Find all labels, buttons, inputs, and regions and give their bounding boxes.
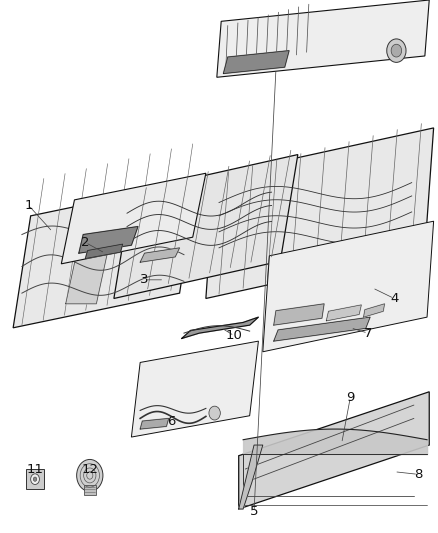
Polygon shape: [223, 51, 289, 74]
Polygon shape: [326, 305, 361, 321]
Text: 7: 7: [364, 327, 372, 340]
Text: 11: 11: [27, 463, 43, 475]
Text: 2: 2: [81, 236, 90, 249]
Bar: [26, 469, 44, 489]
Circle shape: [209, 406, 220, 420]
Text: 4: 4: [390, 292, 399, 305]
Polygon shape: [217, 0, 429, 77]
Circle shape: [31, 474, 39, 484]
Polygon shape: [61, 173, 206, 264]
Text: 5: 5: [250, 505, 258, 518]
Text: 12: 12: [81, 463, 98, 475]
Polygon shape: [239, 445, 263, 509]
Polygon shape: [263, 221, 434, 352]
Polygon shape: [85, 244, 123, 259]
Text: 10: 10: [226, 329, 243, 342]
Text: 3: 3: [140, 273, 149, 286]
Text: 9: 9: [346, 391, 355, 403]
Polygon shape: [274, 317, 370, 341]
Circle shape: [391, 44, 402, 57]
Polygon shape: [364, 304, 385, 317]
Circle shape: [77, 459, 103, 491]
Polygon shape: [66, 203, 118, 304]
Polygon shape: [114, 155, 298, 298]
Polygon shape: [140, 418, 169, 429]
Bar: [84, 485, 96, 495]
Text: 6: 6: [166, 415, 175, 427]
Polygon shape: [140, 248, 180, 262]
Polygon shape: [239, 392, 429, 509]
Polygon shape: [182, 317, 258, 338]
Polygon shape: [206, 128, 434, 298]
Polygon shape: [131, 341, 258, 437]
Circle shape: [33, 477, 37, 481]
Circle shape: [387, 39, 406, 62]
Polygon shape: [13, 181, 197, 328]
Polygon shape: [274, 304, 324, 325]
Text: 1: 1: [24, 199, 33, 212]
Text: 8: 8: [414, 468, 423, 481]
Polygon shape: [79, 227, 138, 253]
